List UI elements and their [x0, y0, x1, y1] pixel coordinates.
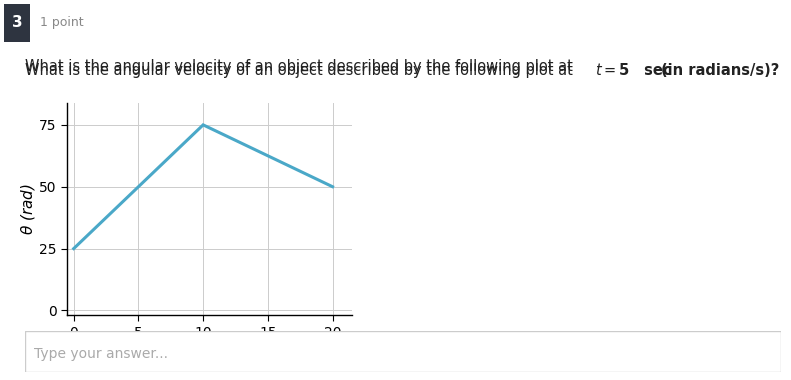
Text: What is the angular velocity of an object described by the following plot at: What is the angular velocity of an objec… — [26, 59, 578, 74]
Text: sec: sec — [639, 63, 677, 78]
Text: 3: 3 — [12, 15, 22, 30]
FancyBboxPatch shape — [25, 331, 781, 372]
Text: What is the angular velocity of an object described by the following plot at: What is the angular velocity of an objec… — [25, 63, 577, 78]
FancyBboxPatch shape — [4, 4, 30, 42]
Text: $t = \mathbf{5}$: $t = \mathbf{5}$ — [595, 62, 630, 78]
Text: Type your answer...: Type your answer... — [34, 347, 168, 361]
Text: 1 point: 1 point — [40, 16, 84, 29]
Text: (in radians/s)?: (in radians/s)? — [661, 63, 780, 78]
Text: What is the angular velocity of an object described by the following plot at: What is the angular velocity of an objec… — [25, 59, 577, 74]
Y-axis label: $\theta$ (rad): $\theta$ (rad) — [18, 183, 36, 235]
X-axis label: $t$ (s): $t$ (s) — [194, 341, 225, 359]
